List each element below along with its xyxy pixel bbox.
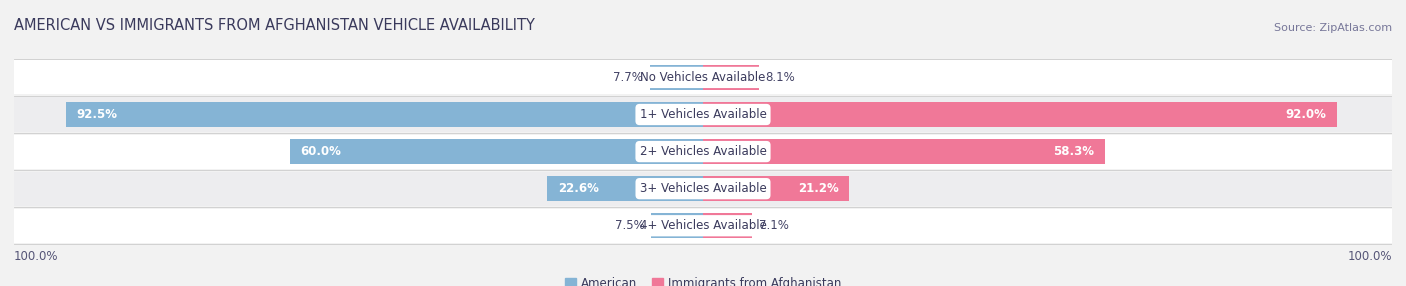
Bar [66, 102, 703, 127]
Bar [703, 213, 752, 238]
Text: 100.0%: 100.0% [1347, 250, 1392, 263]
Bar [703, 176, 849, 201]
Bar [14, 98, 1392, 132]
Text: 3+ Vehicles Available: 3+ Vehicles Available [640, 182, 766, 195]
Text: 4+ Vehicles Available: 4+ Vehicles Available [640, 219, 766, 232]
Text: 58.3%: 58.3% [1053, 145, 1094, 158]
Bar [14, 209, 1392, 243]
Text: AMERICAN VS IMMIGRANTS FROM AFGHANISTAN VEHICLE AVAILABILITY: AMERICAN VS IMMIGRANTS FROM AFGHANISTAN … [14, 19, 534, 33]
Text: Source: ZipAtlas.com: Source: ZipAtlas.com [1274, 23, 1392, 33]
Text: 60.0%: 60.0% [299, 145, 340, 158]
Text: 22.6%: 22.6% [558, 182, 599, 195]
Bar [14, 60, 1392, 94]
Bar [290, 139, 703, 164]
Bar [547, 176, 703, 201]
Bar [14, 134, 1392, 169]
Text: 92.5%: 92.5% [76, 108, 117, 121]
Bar [14, 172, 1392, 206]
Text: 92.0%: 92.0% [1285, 108, 1326, 121]
Bar [651, 213, 703, 238]
Text: 2+ Vehicles Available: 2+ Vehicles Available [640, 145, 766, 158]
Text: 100.0%: 100.0% [14, 250, 59, 263]
Text: 7.5%: 7.5% [614, 219, 644, 232]
Text: 1+ Vehicles Available: 1+ Vehicles Available [640, 108, 766, 121]
Bar [703, 102, 1337, 127]
Bar [703, 139, 1105, 164]
Bar [703, 65, 759, 90]
Bar [650, 65, 703, 90]
Text: 7.7%: 7.7% [613, 71, 643, 84]
Legend: American, Immigrants from Afghanistan: American, Immigrants from Afghanistan [565, 277, 841, 286]
Text: 8.1%: 8.1% [766, 71, 796, 84]
Text: No Vehicles Available: No Vehicles Available [640, 71, 766, 84]
Text: 21.2%: 21.2% [799, 182, 839, 195]
Text: 7.1%: 7.1% [759, 219, 789, 232]
